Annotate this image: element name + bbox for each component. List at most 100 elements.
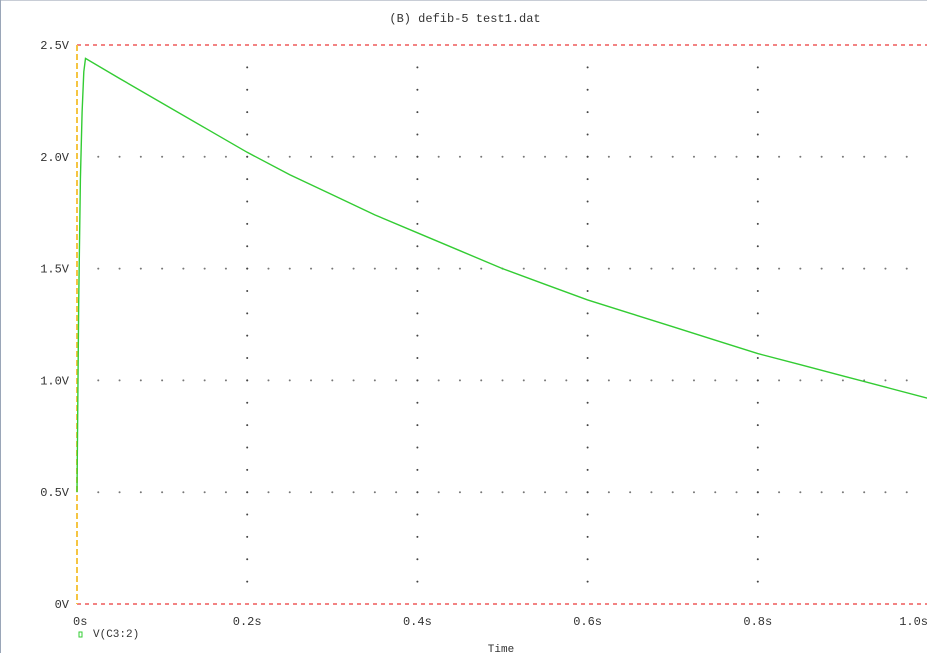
x-tick-label: 0.6s bbox=[573, 615, 602, 629]
grid-layer bbox=[97, 66, 908, 583]
grid-dot bbox=[607, 155, 610, 158]
grid-dot bbox=[416, 379, 419, 382]
grid-dot bbox=[288, 491, 291, 494]
grid-dot bbox=[161, 155, 164, 158]
grid-dot bbox=[203, 267, 206, 270]
grid-dot bbox=[416, 222, 419, 225]
grid-dot bbox=[884, 267, 887, 270]
grid-dot bbox=[586, 289, 589, 292]
grid-dot bbox=[246, 88, 249, 91]
grid-dot bbox=[480, 491, 483, 494]
grid-dot bbox=[97, 379, 100, 382]
grid-dot bbox=[671, 379, 674, 382]
grid-dot bbox=[714, 491, 717, 494]
grid-dot bbox=[714, 379, 717, 382]
grid-dot bbox=[437, 491, 440, 494]
horizontal-grid-line bbox=[97, 155, 908, 158]
grid-dot bbox=[182, 379, 185, 382]
grid-dot bbox=[905, 379, 908, 382]
grid-dot bbox=[416, 446, 419, 449]
grid-dot bbox=[395, 491, 398, 494]
grid-dot bbox=[246, 289, 249, 292]
grid-dot bbox=[692, 267, 695, 270]
grid-dot bbox=[820, 155, 823, 158]
grid-dot bbox=[884, 379, 887, 382]
grid-dot bbox=[97, 155, 100, 158]
plot-frame bbox=[76, 44, 927, 605]
grid-dot bbox=[182, 491, 185, 494]
grid-dot bbox=[586, 535, 589, 538]
grid-dot bbox=[756, 200, 759, 203]
grid-dot bbox=[905, 267, 908, 270]
grid-dot bbox=[139, 491, 142, 494]
grid-dot bbox=[246, 111, 249, 114]
y-tick-label: 2.0V bbox=[40, 151, 70, 165]
grid-dot bbox=[480, 267, 483, 270]
grid-dot bbox=[458, 379, 461, 382]
grid-dot bbox=[352, 379, 355, 382]
grid-dot bbox=[416, 133, 419, 136]
grid-dot bbox=[310, 155, 313, 158]
grid-dot bbox=[118, 267, 121, 270]
grid-dot bbox=[586, 155, 589, 158]
grid-dot bbox=[246, 312, 249, 315]
grid-dot bbox=[735, 267, 738, 270]
grid-dot bbox=[650, 267, 653, 270]
grid-dot bbox=[416, 535, 419, 538]
horizontal-grid-line bbox=[97, 491, 908, 494]
grid-dot bbox=[756, 222, 759, 225]
grid-dot bbox=[139, 379, 142, 382]
grid-dot bbox=[863, 267, 866, 270]
grid-dot bbox=[629, 155, 632, 158]
x-tick-label: 0.2s bbox=[233, 615, 262, 629]
grid-dot bbox=[416, 491, 419, 494]
grid-dot bbox=[565, 267, 568, 270]
grid-dot bbox=[586, 66, 589, 69]
grid-dot bbox=[437, 267, 440, 270]
grid-dot bbox=[586, 468, 589, 471]
grid-dot bbox=[416, 88, 419, 91]
grid-dot bbox=[756, 289, 759, 292]
legend-marker[interactable] bbox=[78, 631, 83, 638]
x-tick-label: 0s bbox=[73, 615, 87, 629]
grid-dot bbox=[756, 379, 759, 382]
grid-dot bbox=[224, 155, 227, 158]
grid-dot bbox=[905, 491, 908, 494]
grid-dot bbox=[778, 267, 781, 270]
grid-dot bbox=[692, 491, 695, 494]
horizontal-grid-line bbox=[97, 379, 908, 382]
grid-dot bbox=[310, 267, 313, 270]
grid-dot bbox=[544, 491, 547, 494]
grid-dot bbox=[203, 155, 206, 158]
grid-dot bbox=[586, 357, 589, 360]
grid-dot bbox=[331, 379, 334, 382]
legend-label[interactable]: V(C3:2) bbox=[93, 629, 139, 641]
grid-dot bbox=[139, 267, 142, 270]
grid-dot bbox=[416, 334, 419, 337]
grid-dot bbox=[841, 155, 844, 158]
grid-dot bbox=[458, 491, 461, 494]
grid-dot bbox=[310, 491, 313, 494]
x-tick-label: 0.8s bbox=[743, 615, 772, 629]
grid-dot bbox=[246, 66, 249, 69]
grid-dot bbox=[416, 178, 419, 181]
legend[interactable]: V(C3:2) bbox=[78, 629, 139, 641]
grid-dot bbox=[756, 88, 759, 91]
vertical-grid-line bbox=[586, 66, 589, 583]
grid-dot bbox=[650, 491, 653, 494]
grid-dot bbox=[288, 267, 291, 270]
grid-dot bbox=[671, 491, 674, 494]
grid-dot bbox=[310, 379, 313, 382]
grid-dot bbox=[373, 155, 376, 158]
grid-dot bbox=[416, 312, 419, 315]
grid-dot bbox=[416, 357, 419, 360]
grid-dot bbox=[118, 379, 121, 382]
grid-dot bbox=[246, 401, 249, 404]
grid-dot bbox=[522, 155, 525, 158]
grid-dot bbox=[246, 267, 249, 270]
grid-dot bbox=[714, 155, 717, 158]
grid-dot bbox=[756, 178, 759, 181]
y-tick-label: 0.5V bbox=[40, 486, 70, 500]
grid-dot bbox=[416, 289, 419, 292]
